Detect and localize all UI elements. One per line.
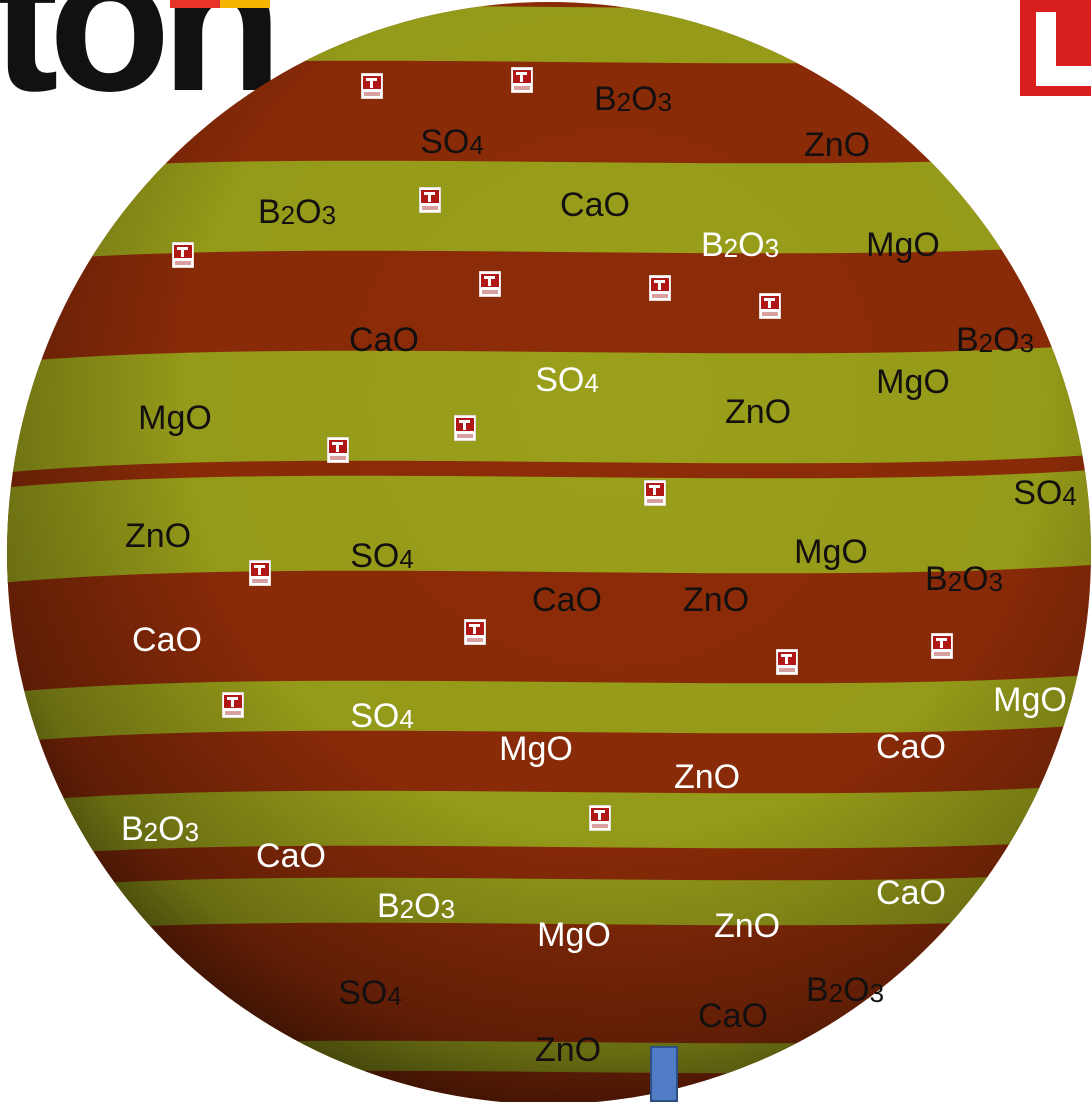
compound-label: ZnO: [724, 393, 792, 431]
r-logo-tag-icon: [361, 73, 383, 99]
compound-label: SO4: [1013, 474, 1077, 512]
compound-label: MgO: [537, 916, 611, 954]
r-logo-tag-icon: [644, 480, 666, 506]
compound-label: CaO: [876, 728, 946, 766]
logo-color-bar: [170, 0, 270, 8]
compound-label: ZnO: [124, 517, 192, 555]
r-logo-tag-icon: [776, 649, 798, 675]
r-logo-tag-icon: [172, 242, 194, 268]
sphere-shading: [7, 2, 1091, 1102]
compound-label: B2O3: [805, 971, 885, 1009]
compound-label: B2O3: [257, 193, 337, 231]
r-logo-tag-icon: [511, 67, 533, 93]
compound-label: SO4: [420, 123, 484, 161]
compound-label: CaO: [132, 621, 202, 659]
r-logo-tag-icon: [327, 437, 349, 463]
compound-label: SO4: [338, 974, 402, 1012]
compound-label: MgO: [866, 226, 940, 264]
logo-text: ton: [0, 0, 283, 133]
compound-label: CaO: [349, 321, 419, 359]
compound-label: MgO: [993, 681, 1067, 719]
compound-label: SO4: [535, 361, 599, 399]
r-logo-tag-icon: [931, 633, 953, 659]
compound-label: CaO: [532, 581, 602, 619]
compound-label: ZnO: [803, 126, 871, 164]
compound-label: B2O3: [955, 321, 1035, 359]
compound-label: MgO: [499, 730, 573, 768]
compound-label: ZnO: [713, 907, 781, 945]
compound-label: MgO: [794, 533, 868, 571]
r-logo-tag-icon: [249, 560, 271, 586]
compound-label: B2O3: [376, 887, 456, 925]
r-logo-tag-icon: [649, 275, 671, 301]
compound-label: MgO: [876, 363, 950, 401]
corner-logo-mark: [1020, 0, 1091, 96]
blue-indicator-bar: [650, 1046, 678, 1102]
compound-label: MgO: [138, 399, 212, 437]
compound-label: CaO: [560, 186, 630, 224]
r-logo-tag-icon: [479, 271, 501, 297]
compound-label: B2O3: [700, 226, 780, 264]
r-logo-tag-icon: [419, 187, 441, 213]
compound-label: CaO: [256, 837, 326, 875]
compound-label: ZnO: [682, 581, 750, 619]
compound-label: B2O3: [924, 560, 1004, 598]
r-logo-tag-icon: [464, 619, 486, 645]
r-logo-tag-icon: [454, 415, 476, 441]
compound-label: ZnO: [673, 758, 741, 796]
r-logo-tag-icon: [222, 692, 244, 718]
r-logo-tag-icon: [759, 293, 781, 319]
compound-label: B2O3: [120, 810, 200, 848]
compound-label: SO4: [350, 697, 414, 735]
compound-label: CaO: [698, 997, 768, 1035]
compound-label: B2O3: [593, 80, 673, 118]
r-logo-tag-icon: [589, 805, 611, 831]
compound-label: CaO: [876, 874, 946, 912]
compound-label: ZnO: [534, 1031, 602, 1069]
compound-label: SO4: [350, 537, 414, 575]
